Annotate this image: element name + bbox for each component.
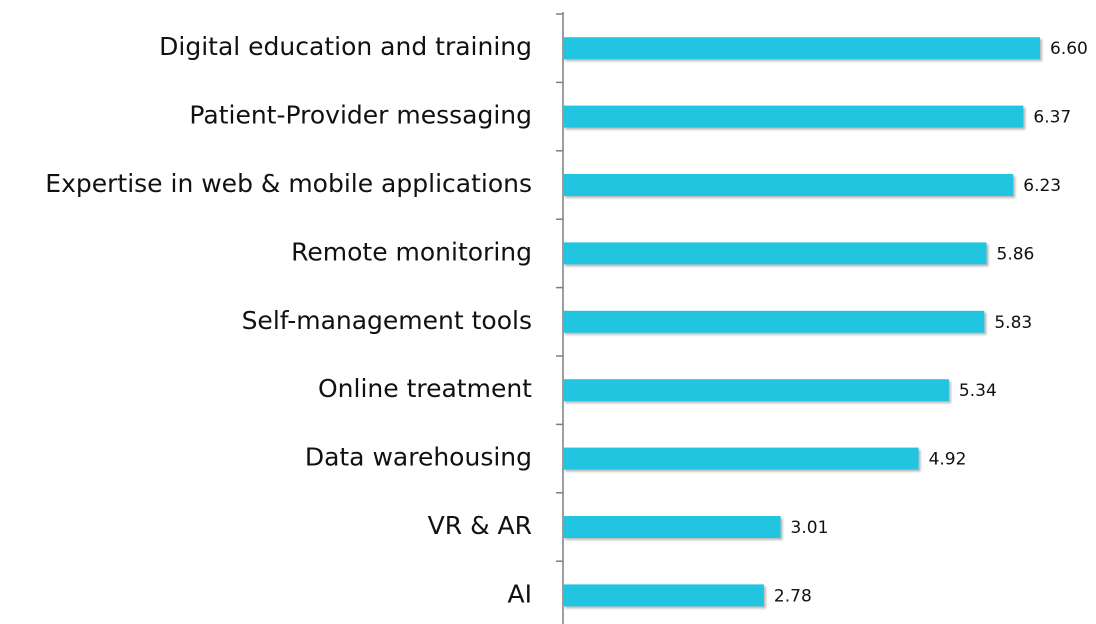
value-label: 4.92 — [929, 450, 967, 470]
bar — [563, 174, 1014, 196]
bar — [563, 242, 987, 265]
bar — [563, 516, 781, 538]
bar — [563, 37, 1040, 60]
category-label: Online treatment — [318, 374, 532, 403]
bar — [563, 310, 985, 333]
value-label: 3.01 — [791, 518, 829, 538]
value-label: 6.60 — [1050, 39, 1088, 59]
bar — [563, 105, 1024, 128]
category-label: Self-management tools — [242, 306, 532, 335]
value-label: 6.23 — [1023, 176, 1061, 196]
category-label: VR & AR — [428, 511, 532, 540]
value-label: 6.37 — [1033, 108, 1071, 128]
value-label: 5.86 — [997, 244, 1035, 264]
category-label: Remote monitoring — [291, 237, 532, 266]
category-label: Expertise in web & mobile applications — [45, 169, 532, 198]
bar — [563, 584, 764, 607]
bar — [563, 447, 919, 470]
bar — [563, 379, 949, 402]
category-label: Digital education and training — [159, 32, 532, 61]
category-label: AI — [508, 579, 532, 608]
value-label: 2.78 — [774, 586, 812, 606]
category-label: Patient-Provider messaging — [189, 101, 532, 130]
category-label: Data warehousing — [305, 443, 532, 472]
value-label: 5.83 — [994, 313, 1032, 333]
value-label: 5.34 — [959, 381, 997, 401]
